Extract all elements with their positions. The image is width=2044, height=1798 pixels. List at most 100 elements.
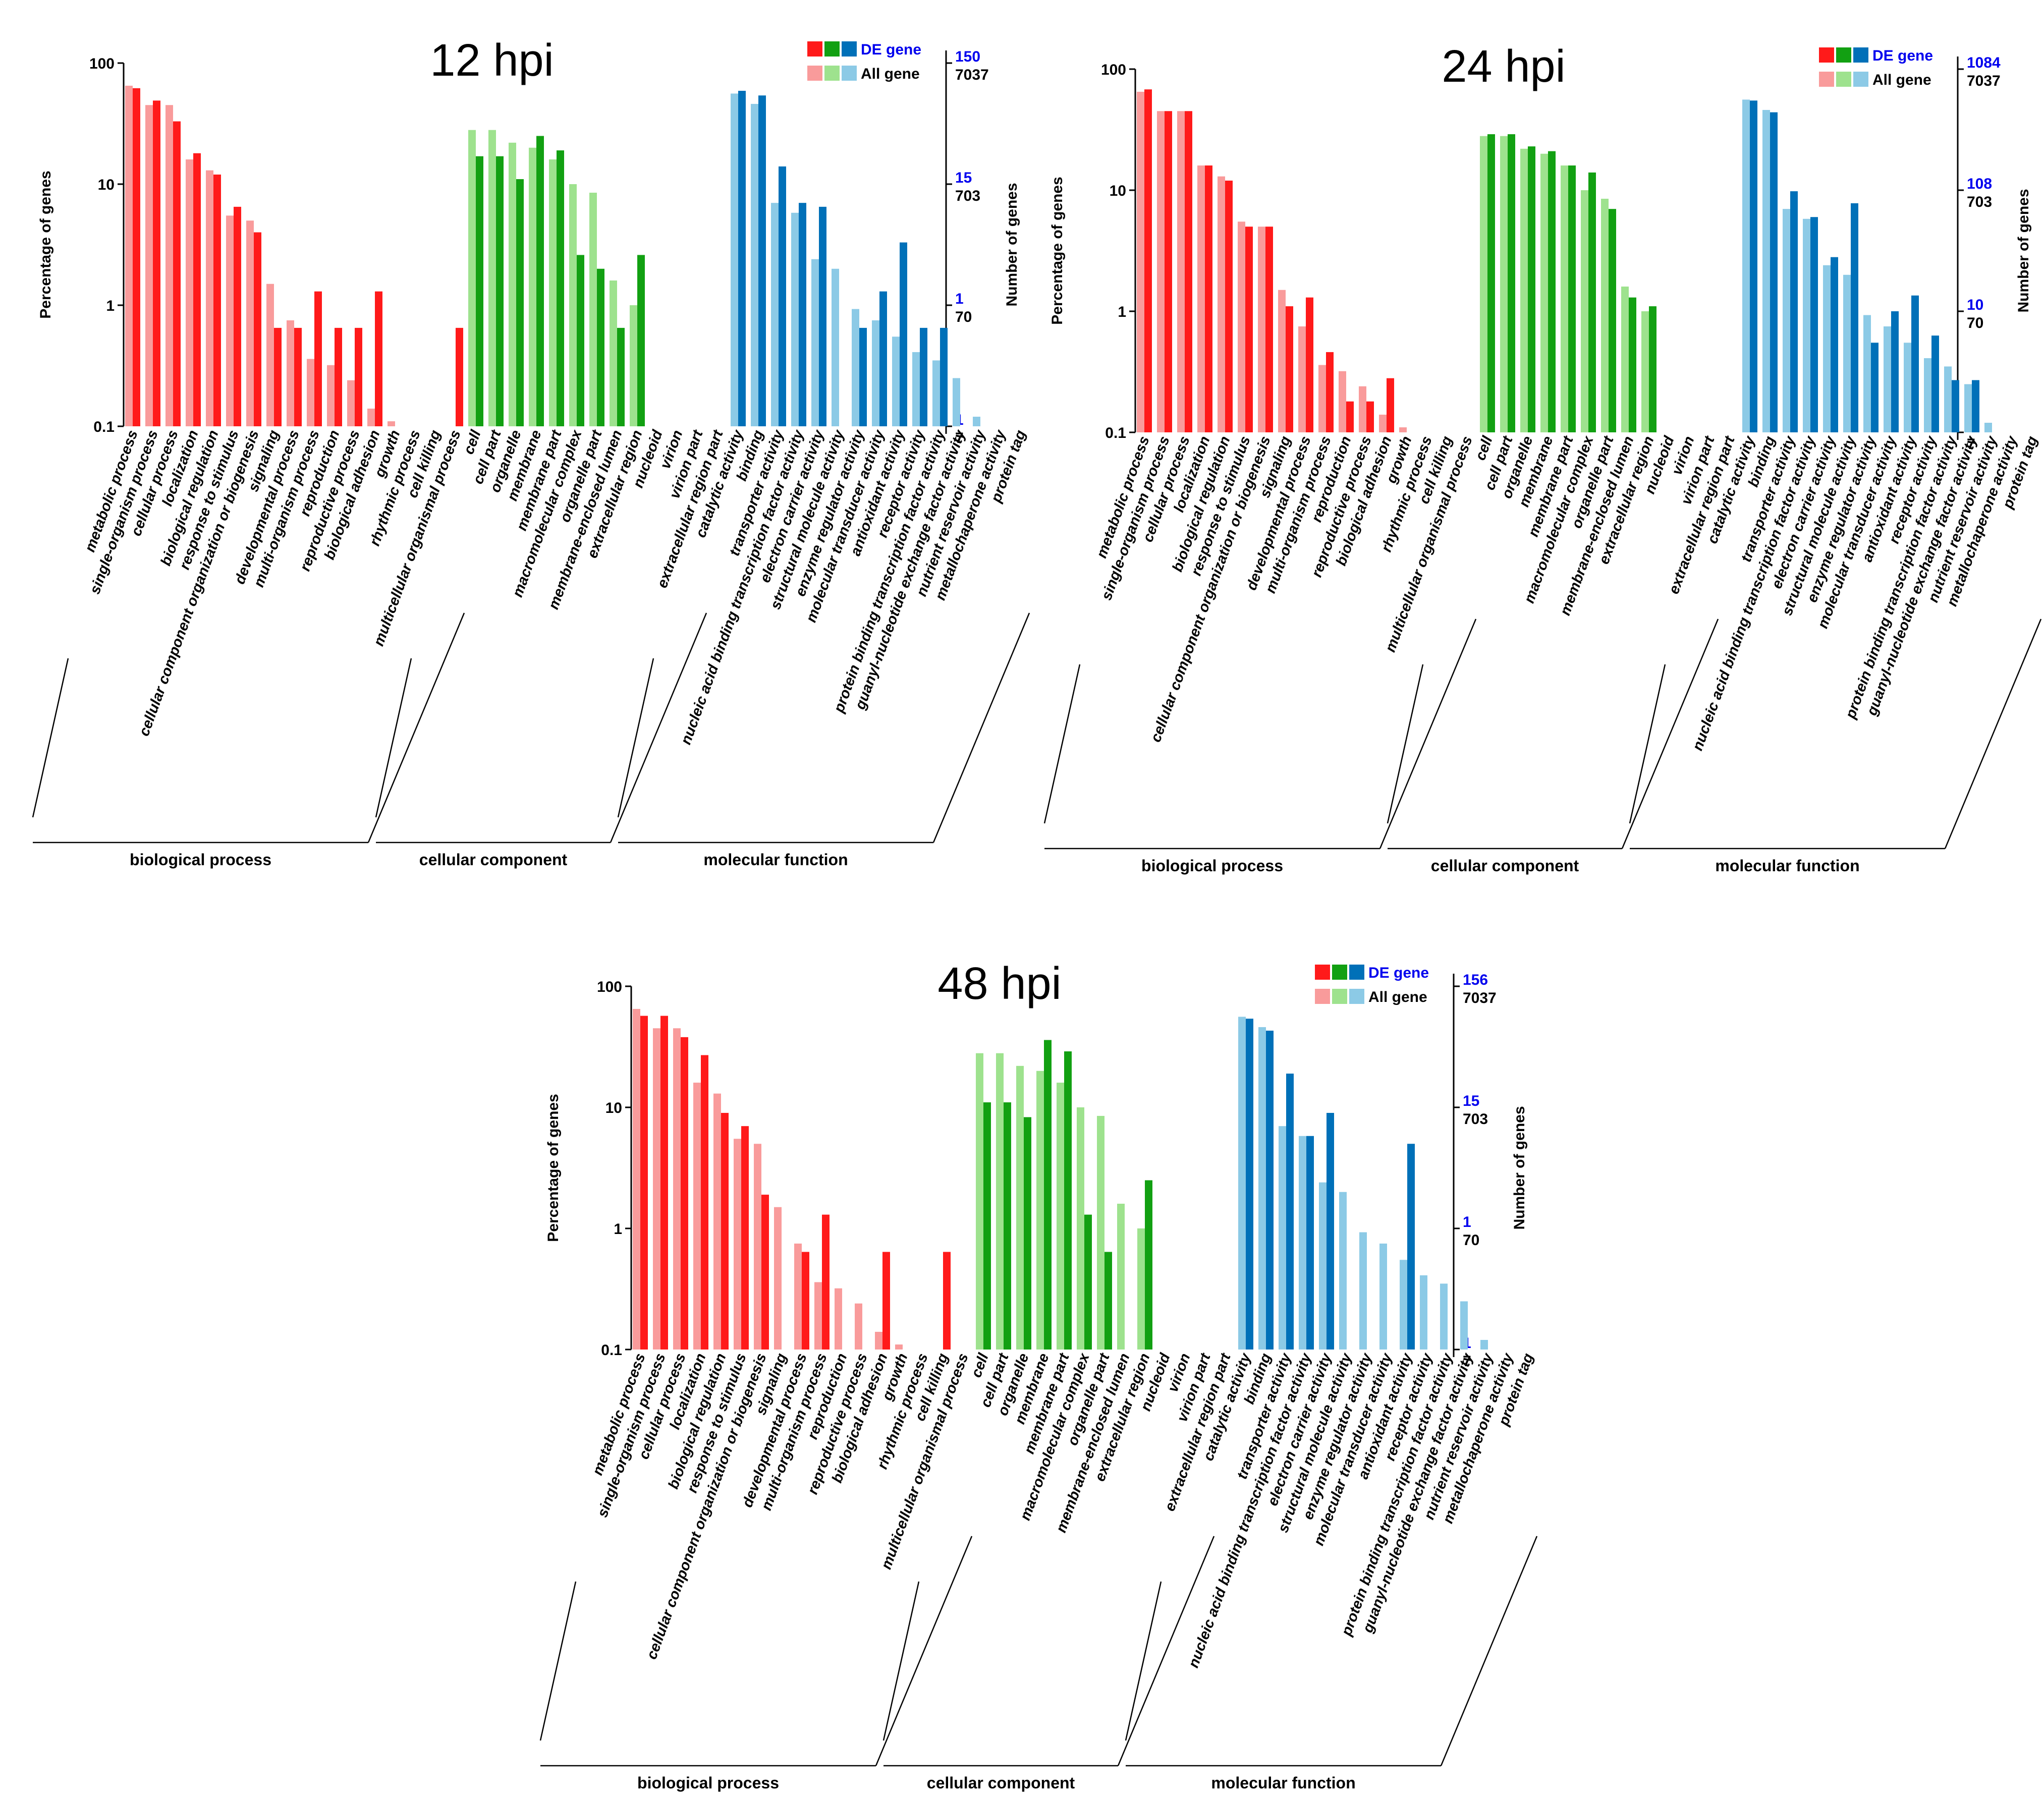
bar-de-gene [1064, 1051, 1072, 1350]
bar-de-gene [1750, 100, 1757, 432]
group-left-diagonal [1387, 664, 1424, 824]
bar-all-gene [1157, 111, 1165, 432]
bar-all-gene [1359, 386, 1366, 432]
bar-all-gene [1339, 371, 1346, 432]
bar-de-gene [314, 291, 322, 426]
bar-all-gene [1258, 1027, 1266, 1350]
bar-all-gene [875, 1331, 882, 1350]
bar-all-gene [1197, 165, 1205, 432]
bar-all-gene [1420, 1275, 1427, 1350]
bar-de-gene [254, 232, 261, 426]
y2-axis-label: Number of genes [1004, 183, 1020, 306]
bar-de-gene [1810, 217, 1818, 432]
bar-all-gene [266, 284, 274, 426]
bar-de-gene [1487, 134, 1495, 432]
bar-de-gene [193, 153, 201, 426]
bar-de-gene [1528, 146, 1535, 433]
bar-all-gene [1278, 290, 1286, 432]
y-tick-label: 0.1 [1105, 425, 1126, 441]
bar-all-gene [835, 1288, 842, 1350]
bar-de-gene [1044, 1040, 1052, 1350]
chart-title: 12 hpi [430, 35, 554, 86]
group-label: molecular function [1211, 1774, 1355, 1792]
bar-all-gene [693, 1083, 701, 1350]
y2-tick-label-de: 1 [955, 291, 964, 307]
bar-all-gene [569, 184, 577, 426]
legend: DE gene All gene [807, 41, 921, 82]
bar-de-gene [1871, 343, 1879, 432]
bar-de-gene [1831, 257, 1838, 432]
y2-tick-label-all: 70 [1463, 1232, 1479, 1249]
legend-swatch-all-mf [1853, 72, 1868, 87]
group-bracket-mf: molecular function [1629, 619, 2042, 875]
y-tick-label: 0.1 [601, 1342, 622, 1359]
y-tick-label: 10 [98, 177, 115, 193]
legend-label-de: DE gene [1368, 965, 1429, 981]
bar-all-gene [1924, 358, 1931, 432]
bar-de-gene [1205, 165, 1212, 432]
bar-all-gene [1904, 343, 1911, 432]
y2-tick-label-all: 7 [955, 430, 964, 446]
y-tick-label: 1 [614, 1221, 622, 1238]
bar-all-gene [912, 352, 920, 426]
bar-all-gene [892, 336, 900, 426]
legend-swatch-de-cc [1836, 47, 1851, 63]
bar-all-gene [713, 1093, 721, 1350]
bar-de-gene [1629, 297, 1636, 432]
bar-de-gene [1387, 378, 1394, 432]
y-tick-label: 1 [1118, 304, 1126, 320]
bar-all-gene [1641, 311, 1649, 432]
y2-tick-label-all: 703 [1967, 194, 1992, 210]
y2-tick-label-de: 156 [1463, 972, 1488, 988]
group-bracket-mf: molecular function [617, 612, 1030, 869]
bar-de-gene [1588, 172, 1596, 432]
bar-de-gene [761, 1195, 769, 1350]
bar-all-gene [1400, 1260, 1407, 1350]
legend-swatch-all-bp [1315, 989, 1330, 1004]
bar-all-gene [852, 309, 859, 426]
bar-de-gene [859, 327, 867, 426]
bar-all-gene [1984, 422, 1992, 432]
legend-label-all: All gene [861, 66, 920, 82]
y2-tick-label-all: 7037 [1967, 73, 2001, 89]
group-right-diagonal [1117, 1536, 1215, 1766]
group-left-diagonal [1043, 664, 1081, 824]
legend-swatch-de-bp [807, 41, 822, 57]
y-axis-label: Percentage of genes [1049, 177, 1066, 324]
bar-all-gene [1884, 326, 1891, 432]
bar-de-gene [1165, 111, 1172, 432]
bar-de-gene [738, 90, 746, 427]
bar-all-gene [1057, 1083, 1064, 1350]
bar-all-gene [125, 85, 133, 427]
legend-swatch-all-bp [1819, 72, 1834, 87]
legend-swatch-all-cc [824, 66, 840, 81]
y2-axis-label: Number of genes [1511, 1106, 1528, 1229]
y2-tick-label-all: 7 [1463, 1353, 1471, 1370]
legend-swatch-de-mf [1349, 965, 1364, 980]
y-tick-label: 100 [597, 979, 622, 995]
bar-de-gene [536, 136, 544, 426]
y2-tick-label-all: 7 [1967, 436, 1975, 453]
legend-swatch-all-bp [807, 66, 822, 81]
bar-de-gene [802, 1252, 809, 1350]
bar-all-gene [832, 268, 839, 426]
bar-all-gene [1944, 366, 1952, 432]
group-bracket-mf: molecular function [1125, 1536, 1538, 1792]
bar-de-gene [1366, 401, 1374, 432]
bar-all-gene [1359, 1232, 1367, 1350]
y2-tick-label-de: 1084 [1967, 54, 2001, 71]
legend-swatch-de-mf [1853, 47, 1868, 63]
bar-all-gene [589, 192, 597, 426]
bar-de-gene [879, 291, 887, 426]
group-right-diagonal [1944, 619, 2042, 849]
bar-all-gene [1460, 1301, 1468, 1350]
bar-de-gene [1004, 1102, 1011, 1350]
bar-all-gene [1561, 165, 1568, 432]
group-label: cellular component [927, 1774, 1075, 1792]
bar-all-gene [186, 159, 193, 426]
bar-all-gene [1137, 1228, 1145, 1350]
bar-de-gene [1931, 335, 1939, 432]
bar-de-gene [1306, 297, 1313, 432]
group-right-diagonal [932, 612, 1030, 843]
legend-swatch-de-cc [1332, 965, 1347, 980]
